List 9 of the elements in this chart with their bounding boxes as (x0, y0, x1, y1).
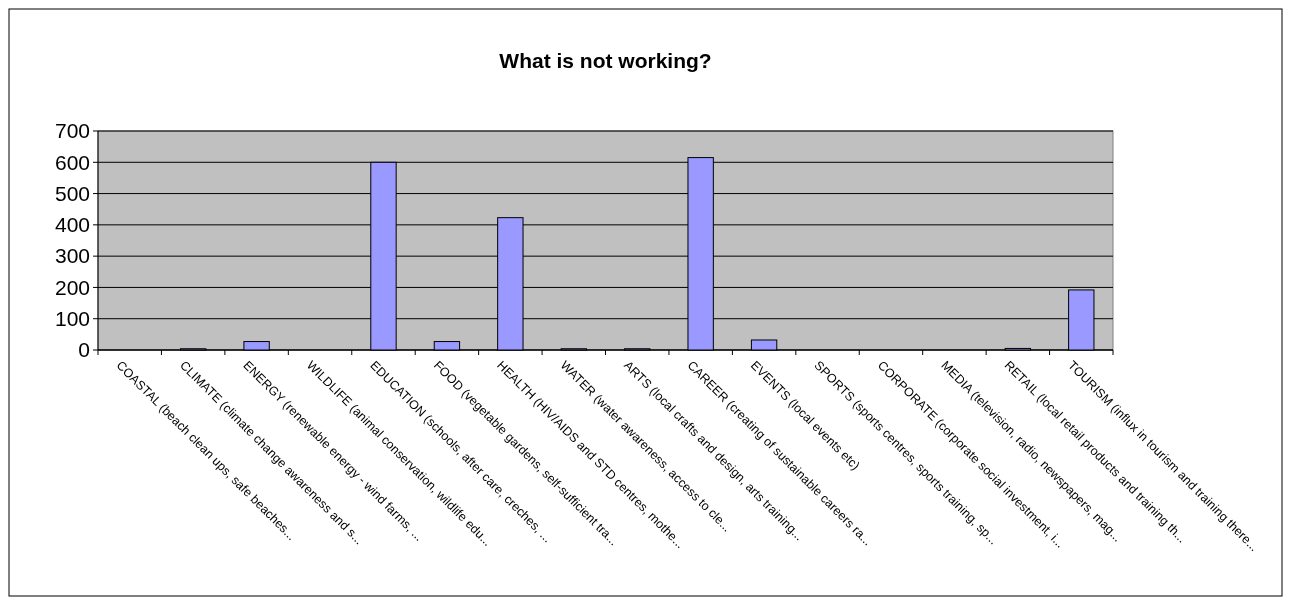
y-tick-label: 400 (54, 213, 90, 237)
y-tick-label: 100 (54, 307, 90, 331)
y-tick-label: 600 (54, 150, 90, 174)
chart-title: What is not working? (499, 49, 712, 72)
y-tick-label: 500 (54, 181, 90, 205)
y-tick-label: 0 (78, 338, 90, 362)
y-tick-label: 700 (54, 119, 90, 143)
y-tick-label: 200 (54, 275, 90, 299)
y-tick-label: 300 (54, 244, 90, 268)
